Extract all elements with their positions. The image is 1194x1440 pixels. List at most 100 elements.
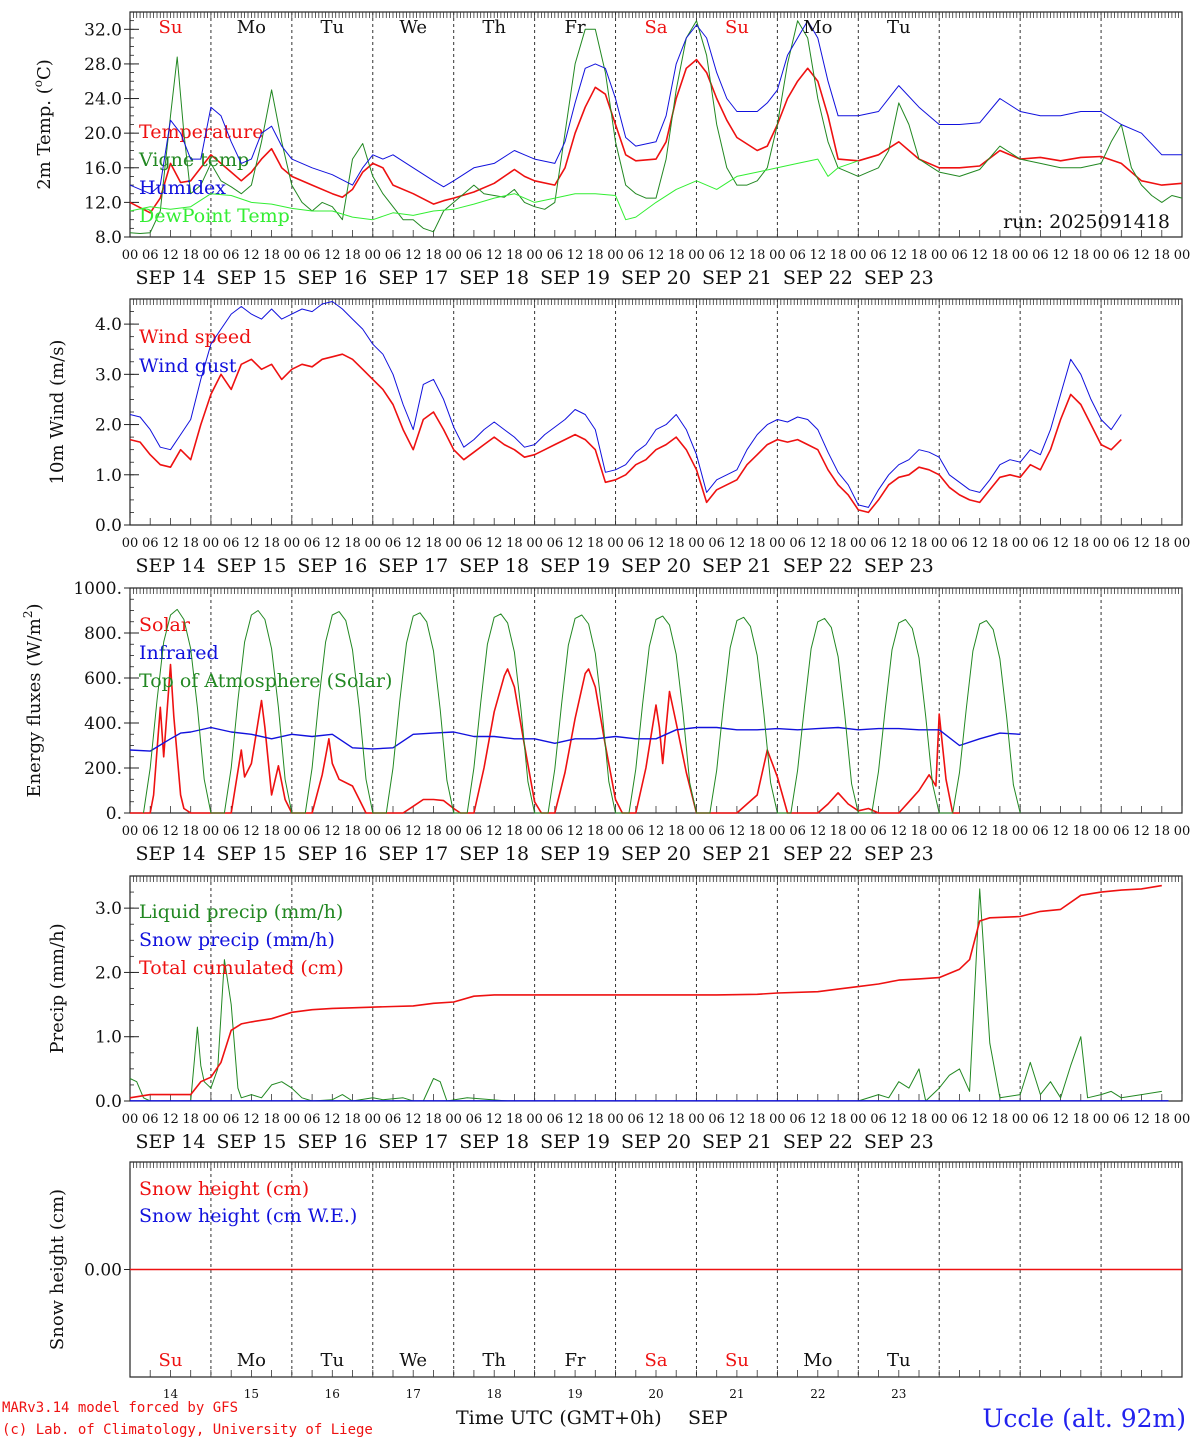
hour-label: 12 xyxy=(405,824,422,839)
hour-label: 06 xyxy=(385,1112,402,1127)
weekday-label: Fr xyxy=(565,17,586,38)
hour-label: 06 xyxy=(789,248,806,263)
y-tick-label: 2.0 xyxy=(95,416,122,436)
y-axis-label: Energy fluxes (W/m2) xyxy=(21,603,45,797)
hour-label: 00 xyxy=(769,536,786,551)
weekday-label: Su xyxy=(725,1350,749,1371)
date-label: SEP 17 xyxy=(378,555,448,577)
date-label: SEP 23 xyxy=(864,267,934,289)
date-label: SEP 19 xyxy=(540,843,610,865)
hour-label: 18 xyxy=(749,248,766,263)
hour-label: 06 xyxy=(708,536,725,551)
hour-label: 12 xyxy=(971,824,988,839)
hour-label: 12 xyxy=(405,1112,422,1127)
run-label: run: 2025091418 xyxy=(1003,211,1170,233)
hour-label: 18 xyxy=(344,536,361,551)
hour-label: 18 xyxy=(182,1112,199,1127)
date-label: SEP 20 xyxy=(621,1131,691,1153)
hour-label: 06 xyxy=(466,1112,483,1127)
hour-label: 00 xyxy=(445,1112,462,1127)
hour-label: 00 xyxy=(284,824,301,839)
date-label: SEP 15 xyxy=(216,555,286,577)
y-tick-label: 1.0 xyxy=(95,466,122,486)
weekday-label: Tu xyxy=(887,1350,911,1371)
hour-label: 12 xyxy=(405,248,422,263)
y-tick-label: 4.0 xyxy=(95,315,122,335)
panel-frame xyxy=(129,298,1183,526)
hour-label: 00 xyxy=(1093,1112,1110,1127)
series-line-1 xyxy=(129,58,1183,214)
hour-label: 12 xyxy=(243,536,260,551)
hour-label: 00 xyxy=(203,1112,220,1127)
y-tick-label: 800. xyxy=(84,624,122,644)
date-label: SEP 19 xyxy=(540,267,610,289)
hour-label: 18 xyxy=(911,1112,928,1127)
series-line-1 xyxy=(129,353,1122,514)
hour-label: 18 xyxy=(830,536,847,551)
hour-label: 06 xyxy=(547,1112,564,1127)
hour-label: 18 xyxy=(1073,248,1090,263)
hour-label: 18 xyxy=(506,248,523,263)
series-line-4 xyxy=(129,158,859,221)
y-tick-label: 20.0 xyxy=(84,124,122,144)
legend-entry-4: DewPoint Temp xyxy=(139,205,290,227)
hour-label: 18 xyxy=(182,248,199,263)
day-number: 23 xyxy=(891,1387,906,1401)
date-label: SEP 21 xyxy=(702,555,772,577)
date-label: SEP 14 xyxy=(136,555,206,577)
hour-label: 12 xyxy=(648,824,665,839)
date-label: SEP 22 xyxy=(783,1131,853,1153)
hour-label: 12 xyxy=(1133,536,1150,551)
hour-label: 00 xyxy=(607,824,624,839)
date-label: SEP 14 xyxy=(136,267,206,289)
hour-label: 12 xyxy=(1133,824,1150,839)
hour-label: 06 xyxy=(142,248,159,263)
hour-label: 12 xyxy=(648,536,665,551)
legend-entry-3: Humidex xyxy=(139,177,226,199)
y-tick-label: 200. xyxy=(84,759,122,779)
weekday-label: Tu xyxy=(887,17,911,38)
panel-frame xyxy=(129,11,1183,238)
hour-label: 18 xyxy=(992,824,1009,839)
panel-2: 0.0 1.0 2.0 3.0 4.0 10m Wind (m/s) Wind speed W… xyxy=(47,298,1190,577)
hour-label: 00 xyxy=(607,1112,624,1127)
hour-ticks xyxy=(129,588,1183,594)
y-tick-label: 0.00 xyxy=(84,1261,122,1281)
hour-label: 00 xyxy=(769,248,786,263)
date-label: SEP 14 xyxy=(136,843,206,865)
hour-label: 06 xyxy=(1032,824,1049,839)
six-hour-ticks xyxy=(129,1370,1183,1377)
hour-label: 12 xyxy=(324,824,341,839)
date-label: SEP 21 xyxy=(702,843,772,865)
hour-label: 06 xyxy=(304,248,321,263)
hour-label: 06 xyxy=(951,824,968,839)
lab-credit: (c) Lab. of Climatology, University of L… xyxy=(2,1422,373,1438)
date-label: SEP 14 xyxy=(136,1131,206,1153)
hour-label: 12 xyxy=(648,248,665,263)
hour-label: 12 xyxy=(162,248,179,263)
hour-label: 00 xyxy=(203,824,220,839)
hour-label: 18 xyxy=(830,824,847,839)
hour-label: 18 xyxy=(182,824,199,839)
hour-label: 06 xyxy=(466,824,483,839)
series-line-1 xyxy=(129,888,1162,1102)
y-axis-label-text: Precip (mm/h) xyxy=(47,923,68,1053)
date-label: SEP 16 xyxy=(297,1131,367,1153)
hour-label: 00 xyxy=(1093,536,1110,551)
hour-label: 06 xyxy=(304,536,321,551)
hour-label: 12 xyxy=(810,1112,827,1127)
hour-label: 00 xyxy=(688,824,705,839)
y-tick-label: 0.0 xyxy=(95,1092,122,1112)
date-label: SEP 18 xyxy=(459,1131,529,1153)
hour-label: 06 xyxy=(385,536,402,551)
date-label: SEP 21 xyxy=(702,1131,772,1153)
hour-label: 18 xyxy=(344,248,361,263)
hour-label: 06 xyxy=(142,1112,159,1127)
hour-label: 18 xyxy=(506,824,523,839)
hour-label: 12 xyxy=(567,824,584,839)
panel-3: 0. 200. 400. 600. 800. 1000. Energy fluxes (W/… xyxy=(21,579,1190,865)
hour-label: 12 xyxy=(648,1112,665,1127)
y-tick-label: 8.0 xyxy=(95,228,122,248)
hour-label: 12 xyxy=(486,248,503,263)
hour-label: 18 xyxy=(587,248,604,263)
